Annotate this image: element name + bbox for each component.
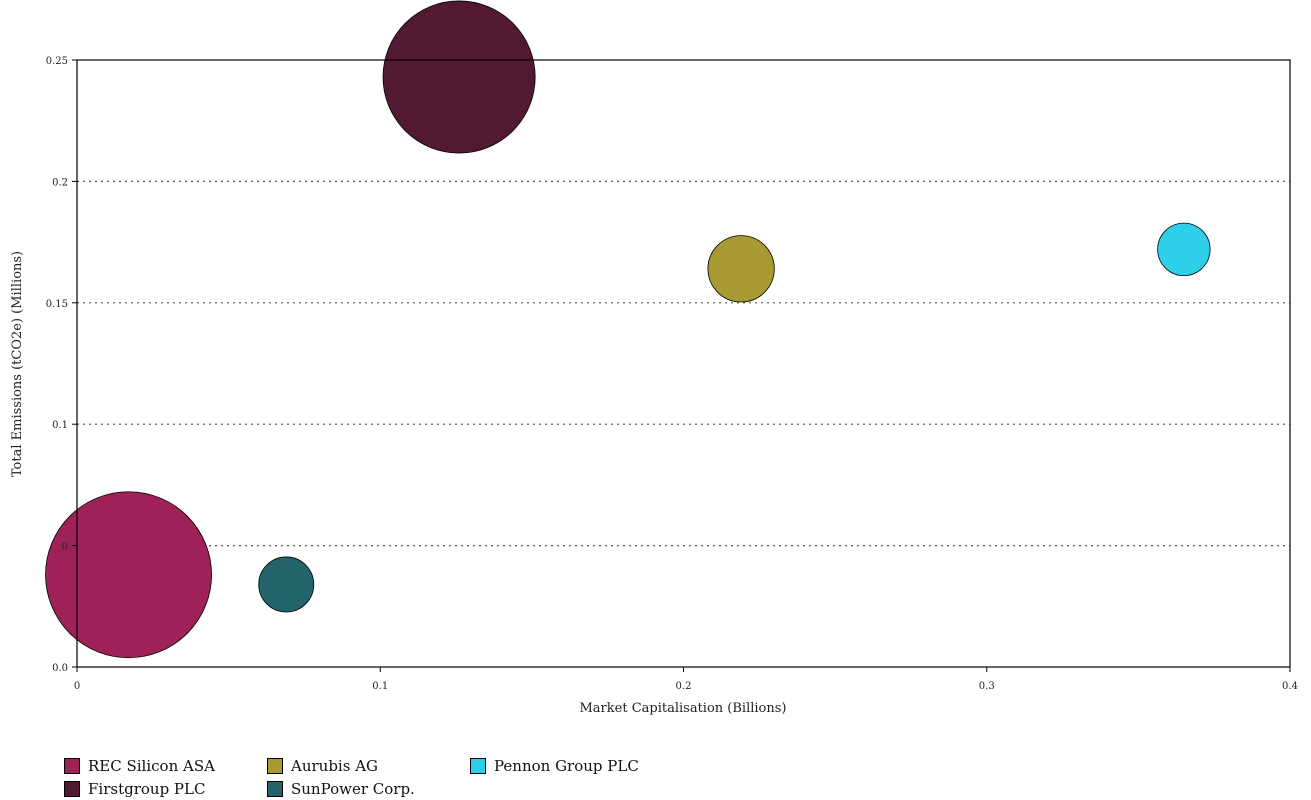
legend-item-firstgroup-plc: Firstgroup PLC <box>64 777 267 800</box>
bubble-rec-silicon-asa <box>45 491 212 659</box>
x-tick-label-0: 0 <box>74 681 80 692</box>
legend-swatch-pennon-group-plc <box>470 757 486 774</box>
x-tick-label-3: 0.3 <box>979 681 995 692</box>
legend-swatch-rec-silicon-asa <box>64 757 80 774</box>
legend-item-aurubis-ag: Aurubis AG <box>267 754 470 777</box>
x-tick-label-4: 0.4 <box>1282 681 1298 692</box>
y-axis-title: Total Emissions (tCO2e) (Millions) <box>10 251 25 477</box>
bubble-sunpower-corp <box>258 556 315 613</box>
y-tick-label-0: 0.0 <box>52 663 68 674</box>
bubble-chart: 0 0.1 0.2 0.3 0.4 0.0 0 0.1 0.15 0.2 0.25 Market … <box>10 0 1298 716</box>
y-tick-label-2: 0.1 <box>52 420 68 431</box>
y-tick-label-1: 0 <box>62 542 68 553</box>
gridlines <box>77 180 1290 547</box>
axes <box>72 59 1291 672</box>
legend-label-pennon-group-plc: Pennon Group PLC <box>494 756 639 775</box>
bubble-aurubis-ag <box>707 235 775 303</box>
x-axis-title: Market Capitalisation (Billions) <box>579 701 786 716</box>
bubble-pennon-group-plc <box>1157 222 1211 277</box>
legend-item-pennon-group-plc: Pennon Group PLC <box>470 754 670 777</box>
legend-label-sunpower-corp: SunPower Corp. <box>291 779 415 798</box>
bubbles <box>45 0 1211 659</box>
x-tick-labels: 0 0.1 0.2 0.3 0.4 <box>74 681 1298 692</box>
y-tick-labels: 0.0 0 0.1 0.15 0.2 0.25 <box>46 56 68 674</box>
y-tick-label-3: 0.15 <box>46 299 68 310</box>
y-tick-label-4: 0.2 <box>52 177 68 188</box>
legend-label-firstgroup-plc: Firstgroup PLC <box>88 779 206 798</box>
legend-swatch-aurubis-ag <box>267 757 283 774</box>
legend-item-sunpower-corp: SunPower Corp. <box>267 777 470 800</box>
legend: REC Silicon ASA Aurubis AG Pennon Group PL… <box>64 754 670 800</box>
legend-label-aurubis-ag: Aurubis AG <box>291 756 379 775</box>
x-tick-label-2: 0.2 <box>676 681 692 692</box>
legend-item-rec-silicon-asa: REC Silicon ASA <box>64 754 267 777</box>
y-tick-label-5: 0.25 <box>46 56 68 67</box>
x-tick-label-1: 0.1 <box>372 681 388 692</box>
plot-frame <box>76 59 1291 668</box>
legend-swatch-sunpower-corp <box>267 780 283 797</box>
bubble-firstgroup-plc <box>382 0 536 154</box>
legend-label-rec-silicon-asa: REC Silicon ASA <box>88 756 215 775</box>
legend-swatch-firstgroup-plc <box>64 780 80 797</box>
